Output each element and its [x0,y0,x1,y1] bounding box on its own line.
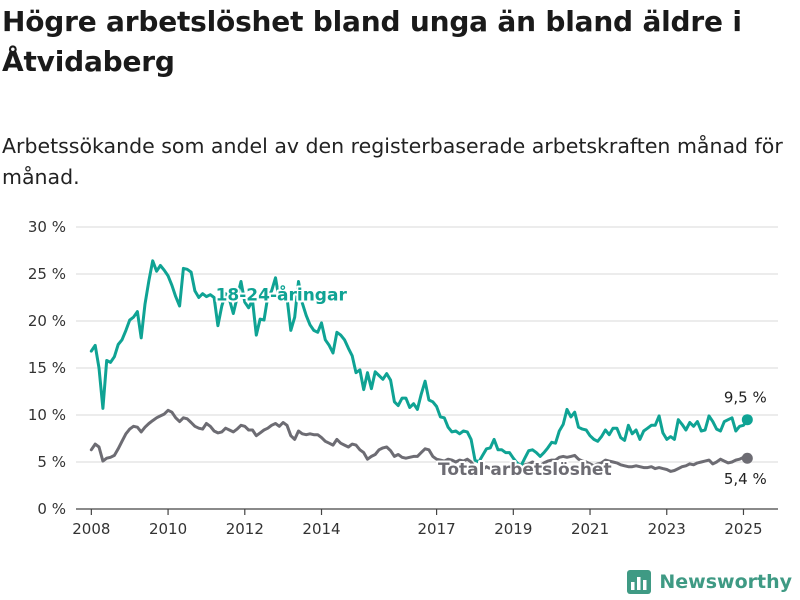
x-tick-label: 2012 [226,520,264,538]
y-tick-label: 10 % [28,406,66,424]
series-lines [89,259,749,473]
grid-lines [76,226,778,463]
y-tick-label: 5 % [37,453,66,471]
y-tick-label: 30 % [28,218,66,236]
series-labels: 18-24-åringar Total arbetslöshet 9,5 % 5,4 … [214,281,767,488]
x-tick-label: 2017 [417,520,455,538]
x-tick-label: 2014 [302,520,340,538]
x-tick-label: 2019 [494,520,532,538]
line-chart: 0 %5 %10 %15 %20 %25 %30 % 2008 2010 2012 2… [28,218,778,538]
y-tick-label: 15 % [28,359,66,377]
x-tick-label: 2023 [648,520,686,538]
x-tick-label: 2008 [72,520,110,538]
x-axis: 2008 2010 2012 2014 2017 2019 2021 2023 2025 [72,508,778,538]
end-label-youth: 9,5 % [724,389,767,407]
series-end-markers [741,414,753,464]
series-label-total: Total arbetslöshet [438,460,612,480]
y-axis-tick-labels: 0 % 5 % 10 % 15 % 20 % 25 % 30 % [28,218,66,518]
newsworthy-logo: Newsworthy [627,570,792,594]
end-marker-total [741,452,753,464]
x-tick-label: 2025 [724,520,762,538]
y-tick-label: 20 % [28,312,66,330]
line-total [89,408,749,473]
series-label-youth: 18-24-åringar [216,283,348,305]
bar-chart-logo-icon [627,570,652,594]
logo-text: Newsworthy [659,571,792,593]
x-tick-label: 2010 [149,520,187,538]
x-tick-label: 2021 [571,520,609,538]
y-tick-label: 0 % [37,500,66,518]
end-marker-youth [741,414,753,426]
chart-subtitle: Arbetssökande som andel av den registerb… [2,134,783,189]
line-youth [89,259,749,468]
end-label-total: 5,4 % [724,470,767,488]
chart-title: Högre arbetslöshet bland unga än bland ä… [2,5,742,78]
y-tick-label: 25 % [28,265,66,283]
